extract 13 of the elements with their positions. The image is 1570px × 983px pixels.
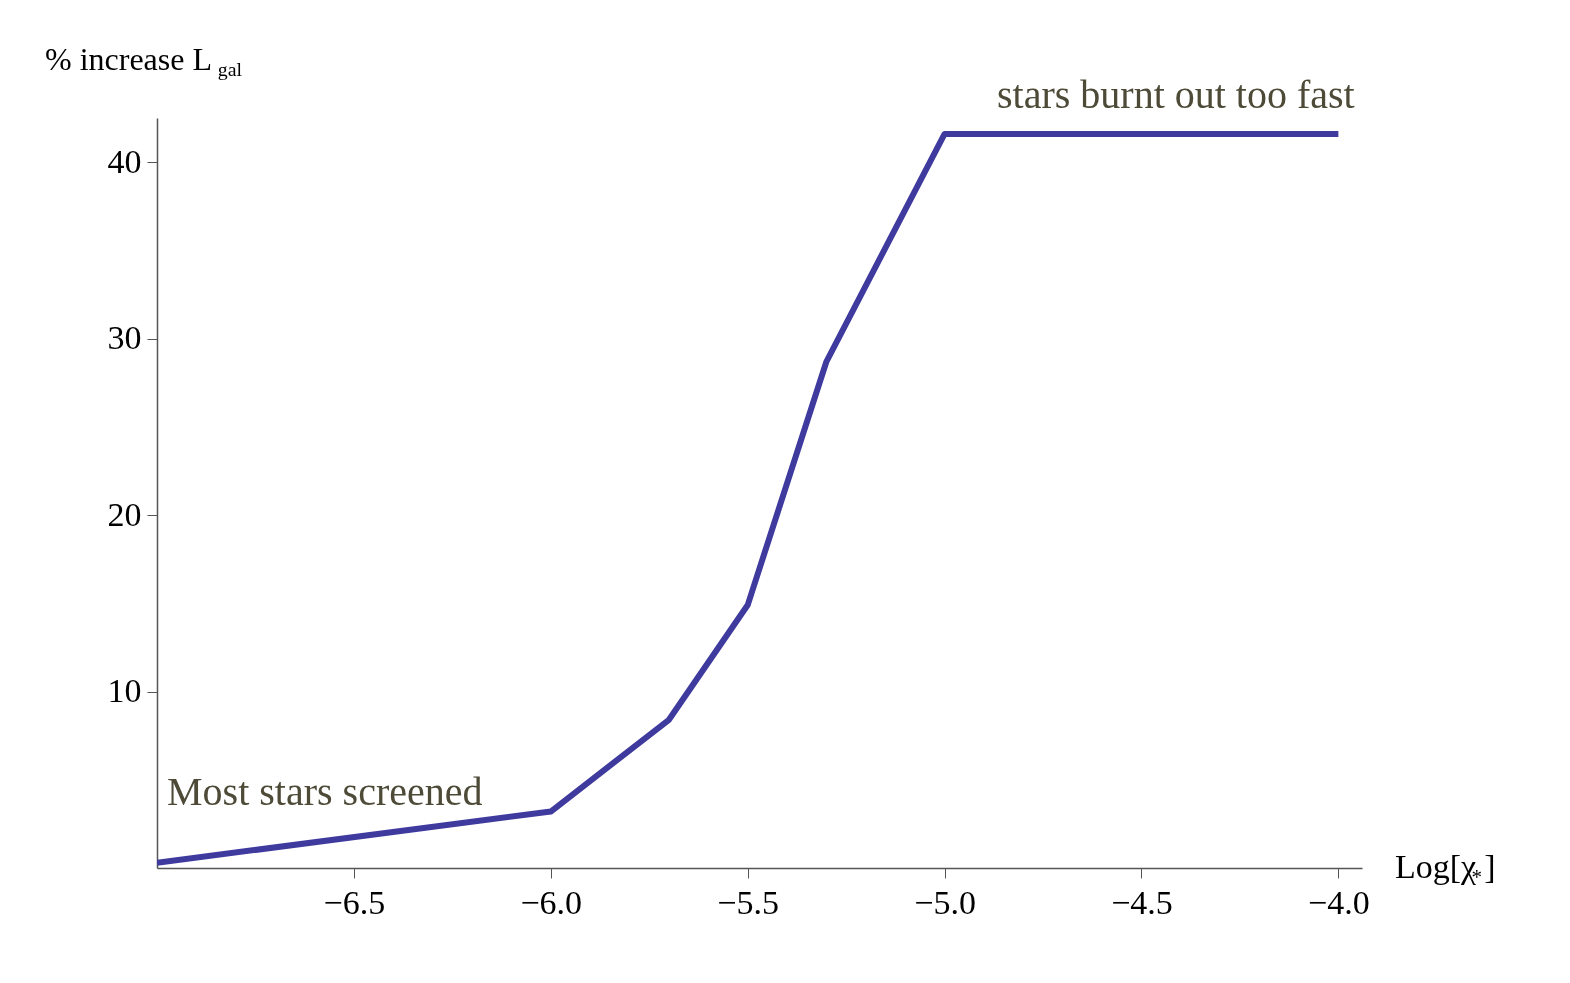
x-tick-label: −4.5 — [1111, 883, 1173, 921]
y-tick-label: 30 — [107, 319, 142, 357]
y-tick-label: 40 — [107, 142, 142, 180]
x-tick-label: −6.0 — [520, 883, 583, 921]
annotation: Most stars screened — [167, 769, 483, 814]
x-tick-label: −5.5 — [717, 883, 780, 921]
text: stars burnt out too fast — [997, 72, 1355, 117]
y-tick-label: 10 — [107, 672, 142, 710]
x-tick-label: −6.5 — [323, 883, 386, 921]
x-tick-label: −5.0 — [914, 883, 976, 921]
y-tick-label: 20 — [107, 495, 142, 533]
x-tick-label: −4.0 — [1308, 883, 1370, 921]
x-axis-title: Log[χ*] — [1395, 848, 1496, 889]
